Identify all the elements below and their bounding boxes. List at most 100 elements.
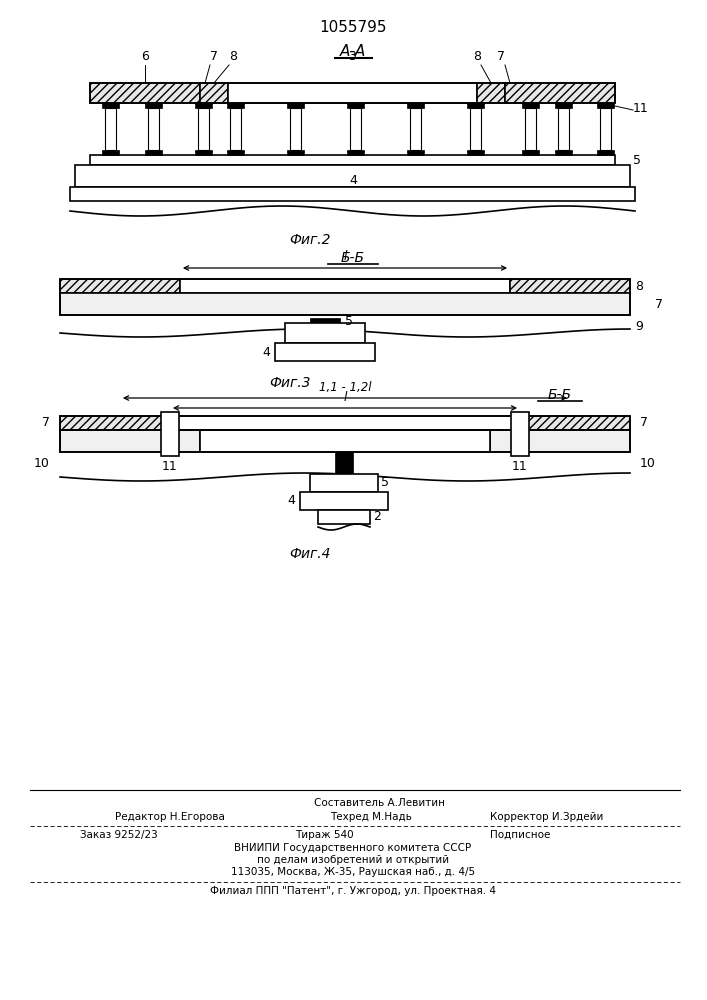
Text: Фиг.2: Фиг.2 <box>289 233 331 247</box>
Bar <box>60 279 630 315</box>
Bar <box>347 103 364 108</box>
Bar <box>227 103 244 108</box>
Text: 10: 10 <box>640 457 656 470</box>
Bar <box>200 83 228 103</box>
Bar <box>105 108 116 150</box>
Text: 7: 7 <box>210 50 218 63</box>
Text: 7: 7 <box>497 50 505 63</box>
Text: Заказ 9252/23: Заказ 9252/23 <box>80 830 158 840</box>
Text: 11: 11 <box>512 460 528 473</box>
Bar <box>490 430 630 452</box>
Bar <box>60 430 200 452</box>
Text: l: l <box>344 250 346 263</box>
Text: 1,1 - 1,2l: 1,1 - 1,2l <box>319 381 371 394</box>
Text: l: l <box>344 391 346 404</box>
Text: 3: 3 <box>348 50 356 63</box>
Text: 6: 6 <box>141 50 149 63</box>
Bar <box>510 279 630 293</box>
Bar <box>60 293 630 315</box>
Bar <box>310 318 340 323</box>
Bar <box>60 279 180 293</box>
Bar <box>407 150 424 155</box>
Bar <box>195 150 212 155</box>
Bar <box>597 103 614 108</box>
Text: 4: 4 <box>262 346 270 359</box>
Text: 4: 4 <box>349 174 357 188</box>
Text: 7: 7 <box>42 416 50 430</box>
Text: Редактор Н.Егорова: Редактор Н.Егорова <box>115 812 225 822</box>
Bar <box>347 150 364 155</box>
Bar <box>600 108 611 150</box>
Bar <box>60 416 630 430</box>
Text: 10: 10 <box>34 457 50 470</box>
Text: Тираж 540: Тираж 540 <box>295 830 354 840</box>
Text: 7: 7 <box>640 416 648 430</box>
Text: Подписное: Подписное <box>490 830 550 840</box>
Bar <box>180 279 510 293</box>
Bar <box>470 108 481 150</box>
Bar <box>300 492 388 510</box>
Bar <box>310 474 378 492</box>
Bar <box>522 103 539 108</box>
Bar <box>148 108 159 150</box>
Bar <box>318 510 370 524</box>
Bar <box>90 155 615 165</box>
Text: Корректор И.Зрдейи: Корректор И.Зрдейи <box>490 812 603 822</box>
Bar <box>90 83 615 103</box>
Bar <box>90 83 200 103</box>
Text: 11: 11 <box>633 102 649 114</box>
Bar <box>170 416 520 430</box>
Bar <box>228 83 477 103</box>
Bar <box>195 103 212 108</box>
Text: 8: 8 <box>229 50 237 63</box>
Bar <box>467 103 484 108</box>
Bar <box>60 430 630 452</box>
Text: Б-Б: Б-Б <box>341 251 365 265</box>
Bar <box>161 412 179 456</box>
Bar <box>102 150 119 155</box>
Bar <box>70 187 635 201</box>
Bar <box>275 343 375 361</box>
Bar <box>102 103 119 108</box>
Text: А-А: А-А <box>340 44 366 59</box>
Text: Б-Б: Б-Б <box>548 388 572 402</box>
Bar <box>505 83 615 103</box>
Bar <box>407 103 424 108</box>
Bar <box>287 103 304 108</box>
Bar <box>522 150 539 155</box>
Text: 8: 8 <box>473 50 481 63</box>
Bar <box>525 108 536 150</box>
Bar <box>60 416 170 430</box>
Bar <box>555 150 572 155</box>
Text: 4: 4 <box>287 494 295 508</box>
Text: ВНИИПИ Государственного комитета СССР: ВНИИПИ Государственного комитета СССР <box>235 843 472 853</box>
Bar <box>558 108 569 150</box>
Text: Филиал ППП "Патент", г. Ужгород, ул. Проектная. 4: Филиал ППП "Патент", г. Ужгород, ул. Про… <box>210 886 496 896</box>
Bar <box>145 150 162 155</box>
Bar <box>350 108 361 150</box>
Text: 1055795: 1055795 <box>320 20 387 35</box>
Bar <box>198 108 209 150</box>
Text: Составитель А.Левитин: Составитель А.Левитин <box>315 798 445 808</box>
Text: 113035, Москва, Ж-35, Раушская наб., д. 4/5: 113035, Москва, Ж-35, Раушская наб., д. … <box>231 867 475 877</box>
Bar <box>597 150 614 155</box>
Bar <box>145 103 162 108</box>
Bar <box>511 412 529 456</box>
Bar <box>520 416 630 430</box>
Text: 5: 5 <box>345 315 353 328</box>
Text: Фиг.3: Фиг.3 <box>269 376 311 390</box>
Bar <box>227 150 244 155</box>
Text: по делам изобретений и открытий: по делам изобретений и открытий <box>257 855 449 865</box>
Bar <box>290 108 301 150</box>
Text: 5: 5 <box>381 477 389 489</box>
Bar <box>410 108 421 150</box>
Bar <box>335 452 353 474</box>
Text: 2: 2 <box>373 510 381 524</box>
Bar <box>200 430 490 452</box>
Bar <box>467 150 484 155</box>
Bar <box>75 165 630 187</box>
Text: Техред М.Надь: Техред М.Надь <box>330 812 412 822</box>
Bar <box>555 103 572 108</box>
Text: 7: 7 <box>655 298 663 310</box>
Text: Фиг.4: Фиг.4 <box>289 547 331 561</box>
